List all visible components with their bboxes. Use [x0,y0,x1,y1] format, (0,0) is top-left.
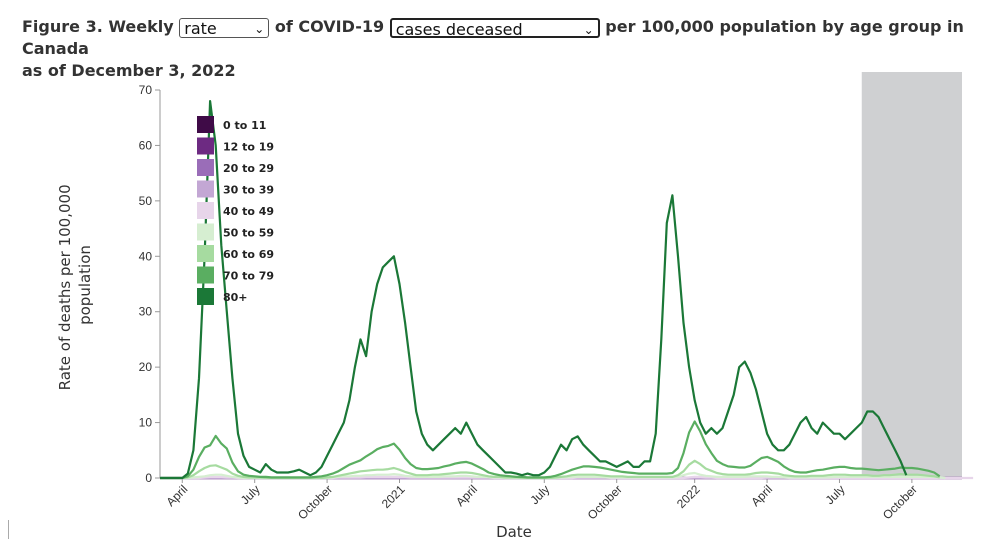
legend-swatch [197,159,214,176]
legend-swatch [197,116,214,133]
y-tick-label: 30 [139,305,153,319]
measure-select[interactable]: rate ⌄ [179,17,270,38]
x-tick-label: April [748,482,775,509]
y-axis-label: Rate of deaths per 100,000 population [56,180,94,391]
legend-swatch [197,223,214,241]
x-axis-label: Date [496,523,532,539]
title-mid: of COVID-19 [274,17,385,36]
chevron-down-icon: ⌄ [254,21,265,36]
y-tick-label: 70 [139,83,153,97]
series-line [160,420,941,480]
x-tick-label: April [453,482,480,509]
x-tick-label: October [585,482,625,522]
shaded-region [861,72,962,478]
legend-label: 0 to 11 [223,119,266,132]
x-tick-label: October [295,482,335,522]
y-tick-label: 50 [139,194,153,208]
title-subtitle: as of December 3, 2022 [22,61,236,80]
legend-label: 70 to 79 [223,270,274,283]
legend-swatch [197,202,214,219]
y-tick-label: 60 [139,138,153,152]
legend-swatch [197,137,214,155]
figure-title: Figure 3. Weekly rate ⌄ of COVID-19 cases… [22,16,992,82]
legend-swatch [197,288,214,305]
legend-label: 30 to 39 [223,184,274,197]
frame-edge [8,520,9,539]
legend-label: 20 to 29 [223,162,274,175]
x-tick-label: July [823,482,848,507]
x-tick-label: July [527,482,552,507]
x-tick-label: 2022 [674,482,703,511]
title-suffix: per 100,000 population by age group in C… [22,17,964,58]
outcome-select-value: cases deceased [395,19,523,39]
legend-label: 12 to 19 [223,141,274,154]
y-tick-label: 20 [139,360,153,374]
title-prefix: Figure 3. Weekly [22,17,174,36]
measure-select-value: rate [184,18,217,38]
outcome-select[interactable]: cases deceased ⌄ [389,17,600,39]
legend-swatch [197,245,214,262]
legend-swatch [197,180,214,198]
legend-swatch [197,266,214,284]
legend-label: 60 to 69 [223,248,274,261]
x-tick-label: July [238,482,263,507]
x-tick-label: October [880,482,920,522]
y-tick-label: 0 [145,471,152,485]
x-tick-label: 2021 [379,482,408,511]
y-tick-label: 40 [139,249,153,263]
legend-label: 50 to 59 [223,227,274,240]
legend-label: 80+ [223,291,248,304]
y-tick-label: 10 [139,416,153,430]
chevron-down-icon: ⌄ [583,22,594,37]
legend-label: 40 to 49 [223,205,274,218]
x-tick-label: April [164,482,191,509]
series-line [160,99,908,480]
